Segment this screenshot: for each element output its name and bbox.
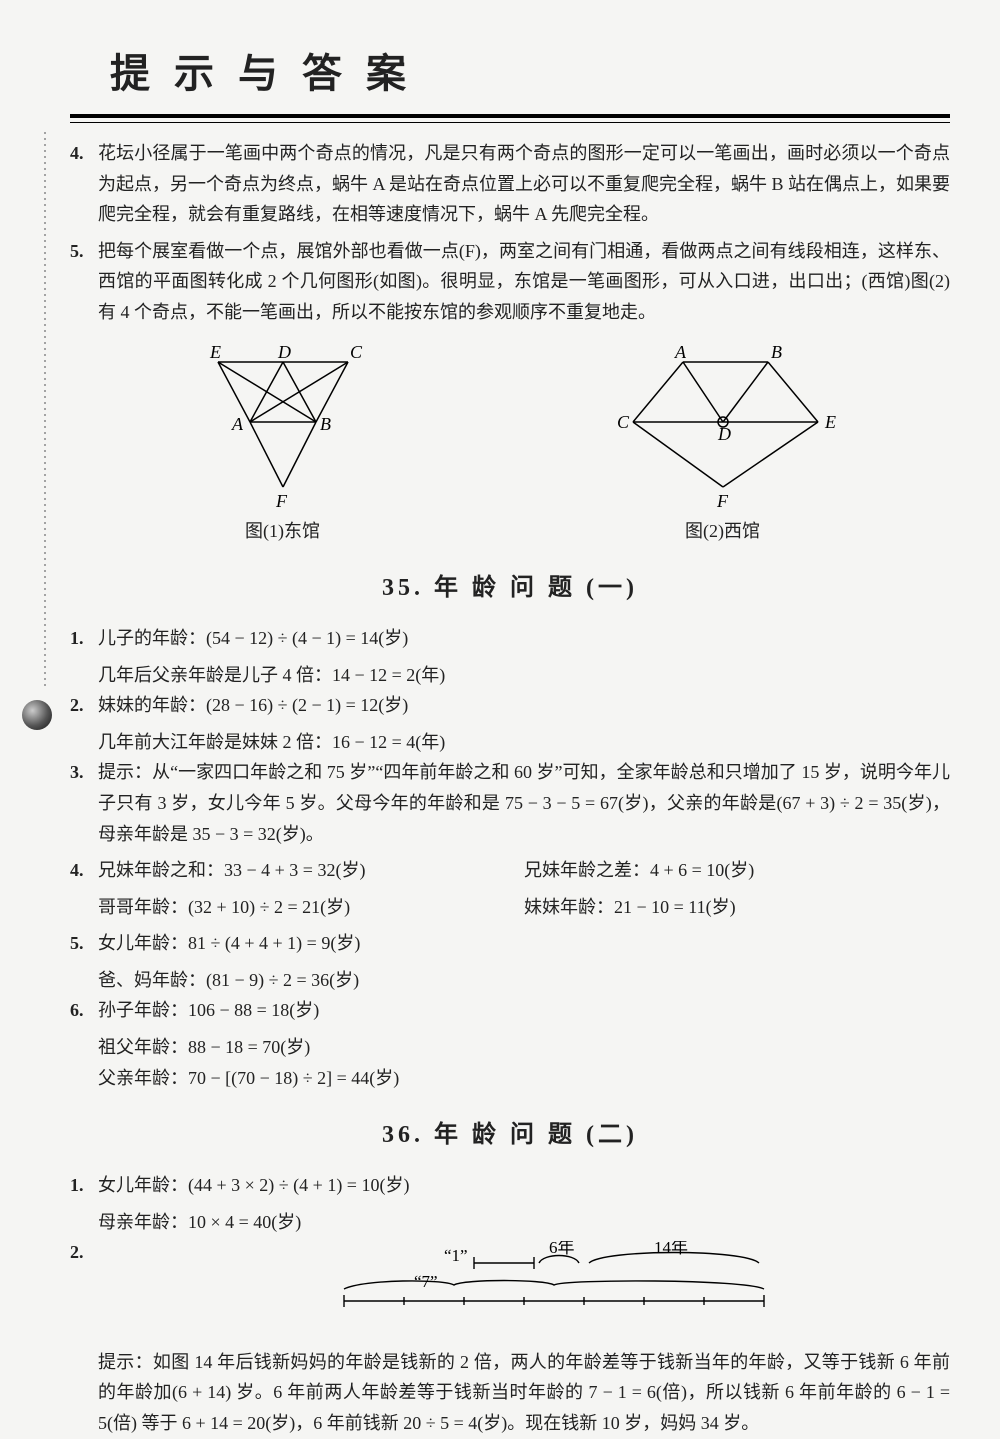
item-body: 把每个展室看做一个点，展馆外部也看做一点(F)，两室之间有门相通，看做两点之间有…: [98, 236, 950, 328]
item-number: 5.: [70, 928, 98, 959]
s35-4b: 兄妹年龄之差：4 + 6 = 10(岁): [524, 855, 950, 886]
east-caption: 图(1)东馆: [168, 516, 398, 547]
label-E: E: [824, 412, 836, 432]
label-F: F: [275, 491, 288, 511]
bar-diagram-wrap: “1” 6年 14年 “7”: [98, 1237, 950, 1341]
item-number: 2.: [70, 1237, 98, 1341]
item-body: 女儿年龄：(44 + 3 × 2) ÷ (4 + 1) = 10(岁): [98, 1170, 950, 1201]
label-D: D: [277, 342, 291, 362]
s36-item-1b: 母亲年龄：10 × 4 = 40(岁): [98, 1207, 950, 1238]
title-block: 提示与答案: [70, 40, 950, 118]
label-A: A: [231, 414, 244, 434]
west-svg: A B C D E F: [593, 342, 853, 512]
item-body: 孙子年龄：106 − 88 = 18(岁): [98, 995, 950, 1026]
label-E: E: [209, 342, 221, 362]
item-body: 儿子的年龄：(54 − 12) ÷ (4 − 1) = 14(岁): [98, 623, 950, 654]
top-paragraph-5: 5. 把每个展室看做一个点，展馆外部也看做一点(F)，两室之间有门相通，看做两点…: [70, 236, 950, 328]
s35-item-3: 3. 提示：从“一家四口年龄之和 75 岁”“四年前年龄之和 60 岁”可知，全…: [70, 757, 950, 849]
section-35-heading: 35. 年 龄 问 题 (一): [70, 568, 950, 609]
bar-label-14y: 14年: [654, 1241, 688, 1257]
s35-4d: 妹妹年龄：21 − 10 = 11(岁): [524, 892, 950, 923]
label-B: B: [320, 414, 331, 434]
s35-item-1b: 几年后父亲年龄是儿子 4 倍：14 − 12 = 2(年): [98, 660, 950, 691]
item-number: 6.: [70, 995, 98, 1026]
item-number: 3.: [70, 757, 98, 849]
page-title: 提示与答案: [70, 40, 950, 108]
s35-item-6c: 父亲年龄：70 − [(70 − 18) ÷ 2] = 44(岁): [98, 1063, 950, 1094]
s35-item-2b: 几年前大江年龄是妹妹 2 倍：16 − 12 = 4(年): [98, 727, 950, 758]
bar-label-1: “1”: [444, 1246, 468, 1265]
item-number: 1.: [70, 1170, 98, 1201]
label-C: C: [350, 342, 363, 362]
item-body: 提示：从“一家四口年龄之和 75 岁”“四年前年龄之和 60 岁”可知，全家年龄…: [98, 757, 950, 849]
bar-diagram-svg: “1” 6年 14年 “7”: [244, 1241, 804, 1321]
s36-item-1: 1. 女儿年龄：(44 + 3 × 2) ÷ (4 + 1) = 10(岁): [70, 1170, 950, 1201]
top-paragraph-4: 4. 花坛小径属于一笔画中两个奇点的情况，凡是只有两个奇点的图形一定可以一笔画出…: [70, 138, 950, 230]
label-B: B: [771, 342, 782, 362]
binding-knob: [22, 700, 52, 730]
s35-item-5: 5. 女儿年龄：81 ÷ (4 + 4 + 1) = 9(岁): [70, 928, 950, 959]
diagram-west: A B C D E F 图(2)西馆: [593, 342, 853, 547]
diagram-row: E D C A B F 图(1)东馆: [70, 342, 950, 547]
west-caption: 图(2)西馆: [593, 516, 853, 547]
s35-4a: 兄妹年龄之和：33 − 4 + 3 = 32(岁): [98, 855, 524, 886]
item-number: 4.: [70, 138, 98, 230]
s35-item-6: 6. 孙子年龄：106 − 88 = 18(岁): [70, 995, 950, 1026]
s35-item-5b: 爸、妈年龄：(81 − 9) ÷ 2 = 36(岁): [98, 965, 950, 996]
left-dotted-rule: [44, 130, 46, 690]
east-svg: E D C A B F: [168, 342, 398, 512]
item-number: 1.: [70, 623, 98, 654]
label-A: A: [674, 342, 687, 362]
bar-label-7: “7”: [414, 1272, 438, 1291]
s35-4c: 哥哥年龄：(32 + 10) ÷ 2 = 21(岁): [98, 892, 524, 923]
item-number: 4.: [70, 855, 98, 886]
item-body: 女儿年龄：81 ÷ (4 + 4 + 1) = 9(岁): [98, 928, 950, 959]
s35-item-4-row1: 4. 兄妹年龄之和：33 − 4 + 3 = 32(岁) 兄妹年龄之差：4 + …: [70, 855, 950, 886]
bar-label-6y: 6年: [549, 1241, 575, 1257]
item-body: 花坛小径属于一笔画中两个奇点的情况，凡是只有两个奇点的图形一定可以一笔画出，画时…: [98, 138, 950, 230]
s35-item-2: 2. 妹妹的年龄：(28 − 16) ÷ (2 − 1) = 12(岁): [70, 690, 950, 721]
s35-item-1: 1. 儿子的年龄：(54 − 12) ÷ (4 − 1) = 14(岁): [70, 623, 950, 654]
item-number: 5.: [70, 236, 98, 328]
label-F: F: [716, 491, 729, 511]
item-body: 妹妹的年龄：(28 − 16) ÷ (2 − 1) = 12(岁): [98, 690, 950, 721]
label-C: C: [617, 412, 630, 432]
item-number: 2.: [70, 690, 98, 721]
s36-item-2-body: 提示：如图 14 年后钱新妈妈的年龄是钱新的 2 倍，两人的年龄差等于钱新当年的…: [98, 1347, 950, 1439]
diagram-east: E D C A B F 图(1)东馆: [168, 342, 398, 547]
section-36-heading: 36. 年 龄 问 题 (二): [70, 1115, 950, 1156]
s35-item-6b: 祖父年龄：88 − 18 = 70(岁): [98, 1032, 950, 1063]
label-D: D: [717, 424, 731, 444]
s36-item-2: 2.: [70, 1237, 950, 1341]
s35-item-4-row2: 哥哥年龄：(32 + 10) ÷ 2 = 21(岁) 妹妹年龄：21 − 10 …: [70, 892, 950, 923]
